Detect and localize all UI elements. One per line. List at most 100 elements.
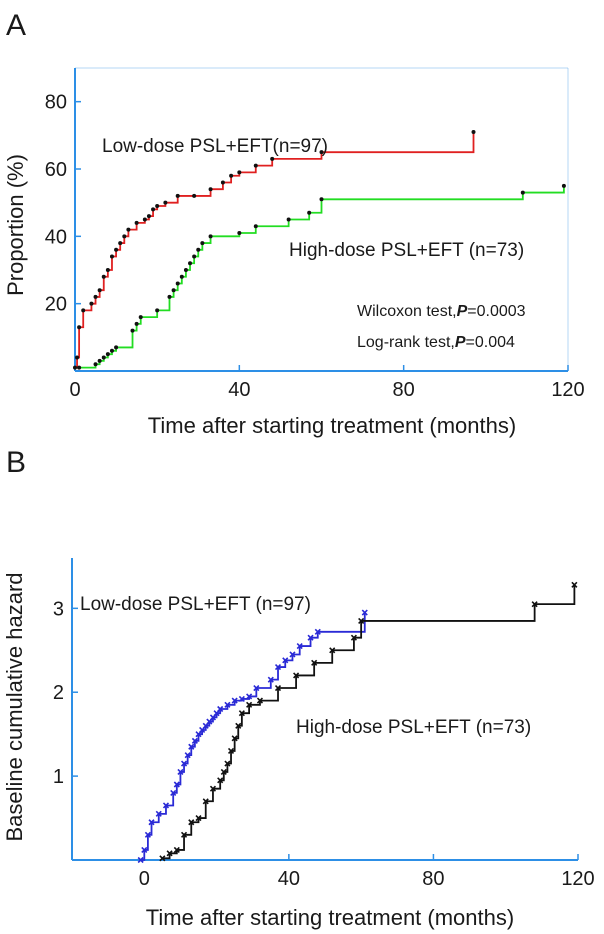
series-low-dose [73,129,476,370]
data-point [137,856,144,864]
data-point [246,701,253,708]
data-point [138,315,143,320]
data-point [471,129,476,134]
data-point [329,647,336,654]
data-point [184,752,191,759]
series-label-low-dose-a: Low-dose PSL+EFT(n=97) [102,136,328,157]
data-point [289,651,296,658]
data-point [256,697,264,704]
x-tick-label: 120 [551,379,584,401]
series-line [79,185,565,369]
data-point [208,234,213,239]
y-tick-label: 60 [45,159,67,181]
series-low-dose [137,609,368,864]
data-point [105,268,110,272]
data-point [170,789,177,796]
data-point [209,785,217,792]
data-point [101,274,106,279]
data-point [253,684,260,692]
data-point [97,358,102,363]
data-point [293,672,300,679]
data-point [246,693,253,700]
data-point [175,281,180,286]
data-point [162,802,170,809]
data-point [307,634,314,641]
data-point [235,722,242,729]
data-point [141,846,148,853]
data-point [114,345,119,350]
data-point [183,268,188,272]
data-point [134,321,139,326]
data-point [171,288,176,293]
data-point [238,695,245,702]
y-tick-label: 3 [53,598,64,620]
data-point [134,220,139,225]
data-point [195,814,202,822]
data-point [142,217,147,222]
panel-a-ylabel: Proportion (%) [3,154,28,296]
data-point [192,254,197,259]
data-point [231,697,238,704]
data-point [311,659,318,666]
data-point [319,150,324,155]
logrank-annotation: Log-rank test,P=0.004 [357,334,515,351]
x-tick-label: 0 [69,379,80,401]
data-point [155,204,160,209]
plot-b: 0 40 80 120 1 2 3 [53,558,595,890]
data-point [192,193,197,198]
data-point [101,355,106,360]
wilcoxon-annotation: Wilcoxon test,P=0.0003 [357,303,526,320]
data-point [155,810,162,817]
plot-a: 0 40 80 120 20 40 60 80 [45,67,585,401]
data-point [296,643,303,650]
data-point [224,701,231,708]
x-tick-label: 40 [228,379,250,401]
data-point [93,294,98,299]
data-point [89,301,94,306]
data-point [126,227,131,232]
panel-a: A 0 40 80 120 20 40 60 80 Time after starting t… [3,9,585,438]
series-label-high-dose-b: High-dose PSL+EFT (n=73) [296,717,531,738]
y-tick-label: 1 [53,766,64,788]
data-point [274,684,282,692]
data-point [237,230,242,235]
data-point [167,294,172,299]
data-point [148,819,155,826]
data-point [200,241,205,246]
series-label-high-dose-a: High-dose PSL+EFT (n=73) [289,240,524,261]
data-point [173,846,180,853]
data-point [220,180,225,185]
data-point [130,328,135,333]
data-point [196,247,201,252]
data-point [253,224,258,229]
panel-a-xlabel: Time after starting treatment (months) [148,413,516,438]
data-point [97,288,102,293]
data-point [188,261,193,266]
data-point [282,657,289,664]
data-point [73,365,77,370]
data-point [93,362,98,367]
data-point [229,173,234,178]
data-point [307,210,312,215]
x-tick-label: 0 [139,868,150,890]
data-point [166,850,173,857]
data-point [274,663,282,671]
data-point [114,247,119,252]
y-tick-label: 40 [45,226,67,248]
x-tick-label: 120 [561,868,594,890]
y-tick-label: 2 [53,682,64,704]
data-point [188,743,195,750]
data-point [350,634,357,641]
data-point [217,777,224,784]
data-point [77,325,82,330]
data-point [531,601,538,608]
data-point [146,214,151,219]
y-tick-label: 20 [45,294,67,316]
data-point [571,581,578,588]
data-point [105,352,110,357]
data-point [151,207,156,212]
data-point [358,617,365,624]
data-point [270,156,275,161]
x-tick-label: 40 [278,868,300,890]
